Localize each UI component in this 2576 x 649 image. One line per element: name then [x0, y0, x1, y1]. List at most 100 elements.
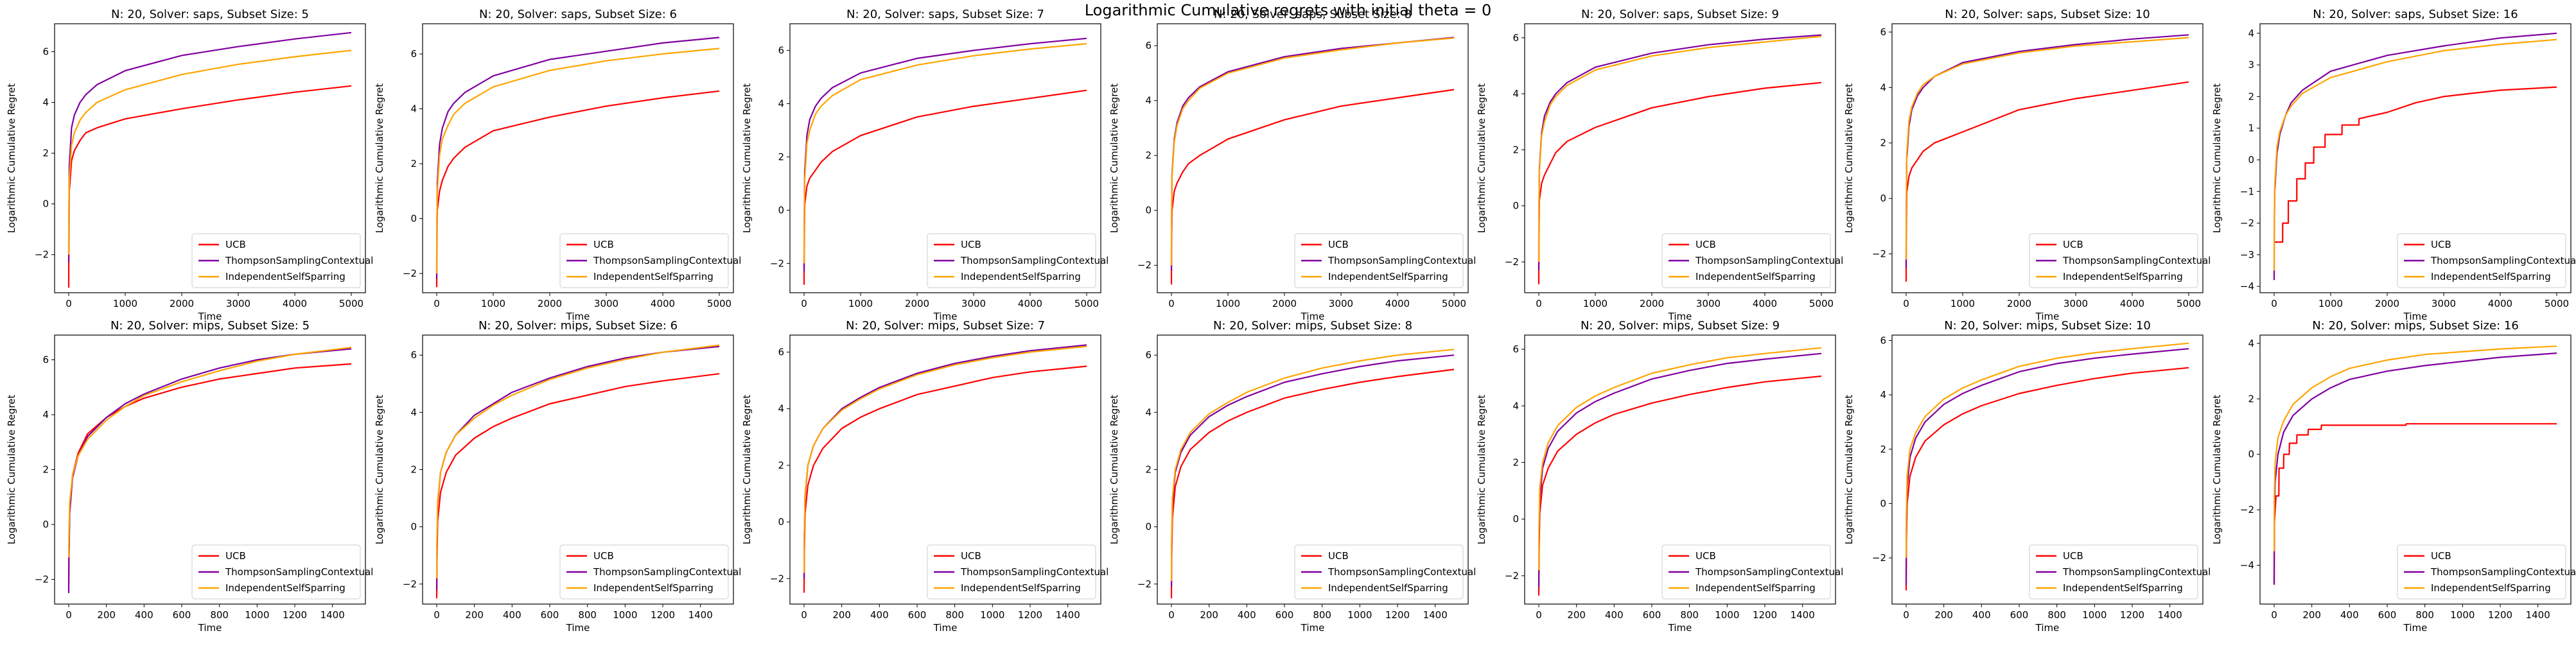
- axes-frame: [1891, 334, 2204, 605]
- x-axis-label: Time: [1301, 311, 1325, 322]
- legend-entry: IndependentSelfSparring: [961, 582, 1081, 594]
- x-tick-label: 1400: [688, 609, 713, 621]
- x-tick-label: 0: [434, 298, 440, 309]
- y-tick-label: −2: [2240, 218, 2254, 229]
- y-tick-label: 2: [1880, 444, 1886, 455]
- y-tick-label: 6: [42, 354, 49, 365]
- subplot-title: N: 20, Solver: mips, Subset Size: 5: [110, 319, 310, 333]
- y-tick-label: −3: [2240, 249, 2254, 261]
- x-axis-label: Time: [2403, 622, 2428, 634]
- x-tick-label: 5000: [339, 298, 364, 309]
- legend-entry: IndependentSelfSparring: [2063, 271, 2183, 282]
- x-tick-label: 0: [2271, 609, 2277, 621]
- y-tick-label: 2: [778, 151, 784, 162]
- x-tick-label: 0: [801, 609, 807, 621]
- y-tick-label: 0: [410, 521, 417, 533]
- y-tick-label: 6: [1145, 40, 1152, 51]
- y-tick-label: 4: [1512, 400, 1519, 411]
- x-tick-label: 1000: [1715, 609, 1739, 621]
- y-tick-label: 0: [1512, 514, 1519, 525]
- x-tick-label: 5000: [2545, 298, 2569, 309]
- y-axis-label: Logarithmic Cumulative Regret: [1843, 395, 1855, 544]
- legend-entry: UCB: [225, 550, 246, 562]
- series-lines: [1905, 342, 2189, 591]
- subplot-4: N: 20, Solver: saps, Subset Size: 8 0 1000…: [1108, 8, 1476, 322]
- legend-entry: ThompsonSamplingContextual: [1695, 255, 1843, 266]
- y-tick-label: 0: [42, 519, 49, 530]
- x-tick-label: 1000: [2082, 609, 2107, 621]
- y-axis-label: Logarithmic Cumulative Regret: [374, 83, 385, 233]
- x-tick-label: 1200: [1018, 609, 1042, 621]
- subplot-title: N: 20, Solver: mips, Subset Size: 8: [1213, 319, 1412, 333]
- subplot-title: N: 20, Solver: mips, Subset Size: 16: [2312, 319, 2519, 333]
- y-tick-label: 2: [2248, 393, 2254, 404]
- y-tick-label: 0: [778, 516, 784, 528]
- y-tick-label: −1: [2240, 186, 2254, 197]
- y-tick-label: 2: [410, 158, 417, 169]
- x-tick-label: 1000: [1583, 298, 1608, 309]
- subplot-title: N: 20, Solver: mips, Subset Size: 7: [846, 319, 1045, 333]
- legend-box: [559, 544, 729, 600]
- x-tick-label: 1200: [2488, 609, 2512, 621]
- y-tick-label: −2: [35, 574, 49, 585]
- series-line-IndependentSelfSparring: [2273, 345, 2557, 551]
- axes-frame: [54, 23, 366, 293]
- y-tick-label: −2: [770, 573, 784, 584]
- x-axis-label: Time: [933, 622, 958, 634]
- y-tick-label: 4: [2248, 338, 2254, 349]
- legend-entry: ThompsonSamplingContextual: [1695, 566, 1843, 578]
- y-tick-label: 2: [1512, 456, 1519, 468]
- x-tick-label: 1200: [1753, 609, 1777, 621]
- series-line-IndependentSelfSparring: [803, 43, 1087, 264]
- y-tick-label: 4: [42, 409, 49, 420]
- x-tick-label: 4000: [283, 298, 307, 309]
- y-tick-label: 4: [410, 103, 417, 115]
- series-lines: [1538, 347, 1822, 596]
- subplot-5: N: 20, Solver: saps, Subset Size: 9 0 1000…: [1476, 8, 1843, 322]
- series-line-IndependentSelfSparring: [1905, 37, 2189, 260]
- y-tick-label: 2: [42, 464, 49, 476]
- x-tick-label: 0: [1903, 298, 1909, 309]
- legend-box: [191, 544, 361, 600]
- legend-entry: UCB: [1328, 550, 1349, 562]
- subplot-7: N: 20, Solver: saps, Subset Size: 16 0 100…: [2211, 8, 2576, 322]
- y-tick-label: 2: [2248, 91, 2254, 102]
- y-tick-label: −2: [1137, 578, 1152, 590]
- x-tick-label: 200: [465, 609, 484, 621]
- x-tick-label: 400: [1972, 609, 1991, 621]
- legend-box: [927, 233, 1096, 288]
- series-lines: [2273, 345, 2557, 585]
- x-tick-label: 5000: [707, 298, 732, 309]
- subplot-9: N: 20, Solver: mips, Subset Size: 6 0 200 4…: [374, 319, 741, 634]
- legend-entry: ThompsonSamplingContextual: [2062, 566, 2211, 578]
- y-tick-label: 6: [410, 349, 417, 361]
- x-tick-label: 400: [503, 609, 521, 621]
- x-axis-label: Time: [198, 311, 222, 322]
- legend-entry: UCB: [1695, 239, 1716, 250]
- axes-frame: [422, 23, 734, 293]
- x-tick-label: 200: [2302, 609, 2321, 621]
- x-tick-label: 5000: [1442, 298, 1466, 309]
- subplot-title: N: 20, Solver: saps, Subset Size: 16: [2313, 8, 2518, 21]
- y-tick-label: 6: [1512, 343, 1519, 355]
- axes-frame: [1157, 23, 1469, 293]
- subplot-title: N: 20, Solver: mips, Subset Size: 10: [1944, 319, 2151, 333]
- y-axis-label: Logarithmic Cumulative Regret: [6, 83, 17, 233]
- x-tick-label: 0: [66, 609, 72, 621]
- subplot-3: N: 20, Solver: saps, Subset Size: 7 0 1000…: [741, 8, 1108, 322]
- x-tick-label: 1200: [651, 609, 675, 621]
- x-tick-label: 0: [1168, 609, 1175, 621]
- y-tick-label: 4: [410, 406, 417, 418]
- y-tick-label: 2: [1512, 144, 1519, 155]
- y-tick-label: 6: [1145, 349, 1152, 361]
- y-axis-label: Logarithmic Cumulative Regret: [2211, 395, 2223, 544]
- y-tick-label: 0: [410, 213, 417, 225]
- series-line-ThompsonSamplingContextual: [2273, 352, 2557, 585]
- x-tick-label: 1000: [113, 298, 137, 309]
- legend: UCB ThompsonSamplingContextual Independent…: [1661, 233, 1843, 288]
- x-tick-label: 400: [135, 609, 153, 621]
- x-axis-label: Time: [1668, 311, 1692, 322]
- x-axis-label: Time: [1668, 622, 1692, 634]
- x-tick-label: 600: [908, 609, 927, 621]
- x-tick-label: 800: [578, 609, 597, 621]
